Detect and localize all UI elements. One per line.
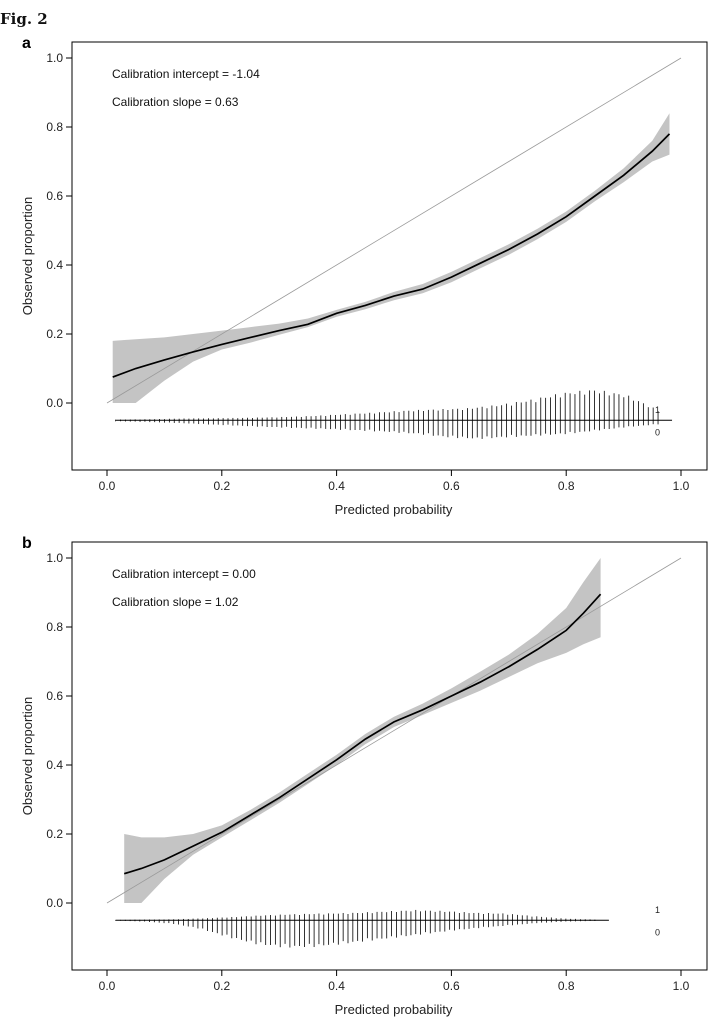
y-tick-label: 0.8	[46, 620, 63, 634]
calibration-intercept: Calibration intercept = -1.04	[112, 67, 260, 81]
y-axis-title: Observed proportion	[20, 197, 35, 316]
calibration-curve	[123, 593, 602, 875]
x-tick-label: 0.8	[558, 979, 575, 993]
x-tick-label: 0.6	[443, 979, 460, 993]
x-tick-label: 0.4	[328, 479, 345, 493]
x-tick-label: 0.2	[213, 479, 230, 493]
x-axis-title: Predicted probability	[335, 502, 453, 517]
x-tick-label: 0.6	[443, 479, 460, 493]
confidence-band	[124, 558, 601, 903]
panel-label: a	[22, 35, 31, 52]
calibration-slope: Calibration slope = 1.02	[112, 595, 239, 609]
calibration-plot-a: a 1 0 0.0 0.2 0.4 0.6 0.8 1.0 0.0 0.2 0.4 0.6 0.8 1.0 P…	[20, 35, 708, 517]
x-tick-label: 0.0	[99, 979, 116, 993]
x-tick-label: 0.4	[328, 979, 345, 993]
rug-label-events: 1	[655, 405, 660, 415]
y-tick-label: 1.0	[46, 51, 63, 65]
rug-label-events: 1	[655, 905, 660, 915]
y-tick-label: 0.0	[46, 396, 63, 410]
figure-label: Fig. 2	[0, 10, 48, 28]
reference-diagonal	[106, 557, 682, 904]
confidence-band	[112, 113, 670, 403]
y-tick-label: 0.2	[46, 327, 63, 341]
y-tick-label: 0.2	[46, 827, 63, 841]
y-tick-label: 1.0	[46, 551, 63, 565]
panel-label: b	[22, 535, 32, 552]
y-tick-label: 0.8	[46, 120, 63, 134]
y-tick-label: 0.6	[46, 689, 63, 703]
calibration-plot-b: b 1 0 0.0 0.2 0.4 0.6 0.8 1.0 0.0 0.2 0.4 0.6 0.8 1.0 P…	[20, 535, 708, 1017]
calibration-slope: Calibration slope = 0.63	[112, 95, 239, 109]
x-tick-label: 0.0	[99, 479, 116, 493]
rug-label-nonevents: 0	[655, 928, 660, 938]
calibration-curve	[112, 133, 671, 378]
x-tick-label: 0.2	[213, 979, 230, 993]
plot-frame	[71, 41, 708, 471]
y-tick-label: 0.4	[46, 258, 63, 272]
reference-diagonal	[106, 57, 682, 404]
y-tick-label: 0.6	[46, 189, 63, 203]
y-tick-label: 0.4	[46, 758, 63, 772]
x-tick-label: 0.8	[558, 479, 575, 493]
y-tick-label: 0.0	[46, 896, 63, 910]
x-axis-title: Predicted probability	[335, 1002, 453, 1017]
x-tick-label: 1.0	[673, 979, 690, 993]
rug-label-nonevents: 0	[655, 428, 660, 438]
y-axis-title: Observed proportion	[20, 697, 35, 816]
plot-frame	[71, 541, 708, 971]
calibration-intercept: Calibration intercept = 0.00	[112, 567, 256, 581]
x-tick-label: 1.0	[673, 479, 690, 493]
